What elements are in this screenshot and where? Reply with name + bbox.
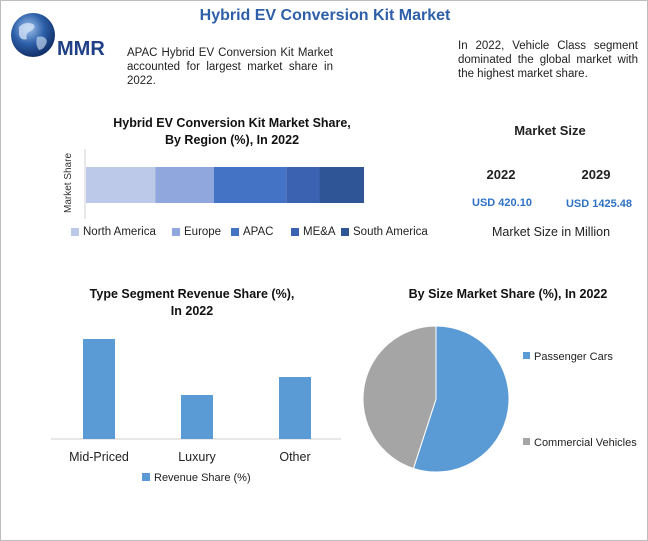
- type-chart-title: Type Segment Revenue Share (%), In 2022: [67, 286, 317, 320]
- pie-slice-passenger-cars: [412, 325, 510, 473]
- region-legend-swatch: [71, 227, 79, 236]
- region-legend-item-europe: Europe: [172, 226, 221, 238]
- region-note: APAC Hybrid EV Conversion Kit Market acc…: [127, 47, 333, 87]
- market-size-year-2029: 2029: [581, 167, 611, 182]
- pie-slice-commercial-vehicles: [362, 325, 437, 470]
- region-legend-label: ME&A: [303, 226, 336, 238]
- region-legend: North America Europe APAC ME&A South America: [71, 226, 441, 242]
- page-title: Hybrid EV Conversion Kit Market: [199, 7, 451, 24]
- pie-legend-swatch: [523, 438, 530, 445]
- region-legend-label: South America: [353, 226, 428, 238]
- region-legend-swatch: [231, 227, 239, 236]
- segment-note: In 2022, Vehicle Class segment dominated…: [458, 40, 638, 80]
- type-bar-other: [279, 377, 311, 439]
- market-size-year-2022: 2022: [486, 167, 516, 182]
- size-share-pie-chart: Passenger Cars Commercial Vehicles: [362, 325, 637, 473]
- region-bar-south-america: [319, 167, 364, 203]
- region-legend-item-south-america: South America: [341, 226, 428, 238]
- region-bar-europe: [155, 167, 214, 203]
- region-legend-swatch: [172, 227, 180, 236]
- type-chart-legend: Revenue Share (%): [142, 472, 251, 484]
- region-bar-apac: [213, 167, 287, 203]
- market-size-unit-note: Market Size in Million: [491, 225, 611, 239]
- region-legend-item-meanda: ME&A: [291, 226, 336, 238]
- region-legend-label: North America: [83, 226, 156, 238]
- type-legend-label: Revenue Share (%): [154, 472, 251, 484]
- region-share-chart: Market Share: [63, 149, 364, 219]
- logo-text: MMR: [57, 38, 105, 60]
- type-chart-title-line-2: In 2022: [170, 304, 214, 318]
- market-size-title: Market Size: [514, 123, 586, 138]
- region-y-axis-label: Market Share: [63, 153, 74, 213]
- region-legend-swatch: [291, 227, 299, 236]
- pie-legend-item-passenger-cars: Passenger Cars: [523, 351, 613, 363]
- pie-legend-label: Commercial Vehicles: [534, 437, 637, 449]
- type-revenue-chart: Mid-Priced Luxury Other Revenue Share (%): [51, 339, 341, 484]
- region-chart-title: Hybrid EV Conversion Kit Market Share, B…: [87, 115, 377, 149]
- mmr-logo: MMR: [11, 13, 105, 60]
- size-chart-title: By Size Market Share (%), In 2022: [408, 287, 608, 301]
- pie-legend-label: Passenger Cars: [534, 351, 613, 363]
- type-category-label: Other: [279, 450, 310, 464]
- market-size-value-2029: USD 1425.48: [565, 198, 633, 210]
- type-legend-swatch: [142, 473, 150, 481]
- region-legend-label: APAC: [243, 226, 274, 238]
- type-bar-mid-priced: [83, 339, 115, 439]
- market-size-value-2022: USD 420.10: [472, 197, 532, 209]
- pie-legend-item-commercial-vehicles: Commercial Vehicles: [523, 437, 637, 449]
- region-legend-swatch: [341, 227, 349, 236]
- region-legend-item-north-america: North America: [71, 226, 156, 238]
- type-chart-title-line-1: Type Segment Revenue Share (%),: [89, 287, 295, 301]
- region-chart-title-line-1: Hybrid EV Conversion Kit Market Share,: [113, 116, 351, 130]
- region-bar-meanda: [286, 167, 320, 203]
- type-category-label: Luxury: [178, 450, 216, 464]
- type-bar-luxury: [181, 395, 213, 439]
- region-bar-north-america: [86, 167, 156, 203]
- region-chart-title-line-2: By Region (%), In 2022: [164, 133, 300, 147]
- region-legend-item-apac: APAC: [231, 226, 273, 238]
- region-legend-label: Europe: [184, 226, 222, 238]
- pie-legend-swatch: [523, 352, 530, 359]
- type-category-label: Mid-Priced: [69, 450, 129, 464]
